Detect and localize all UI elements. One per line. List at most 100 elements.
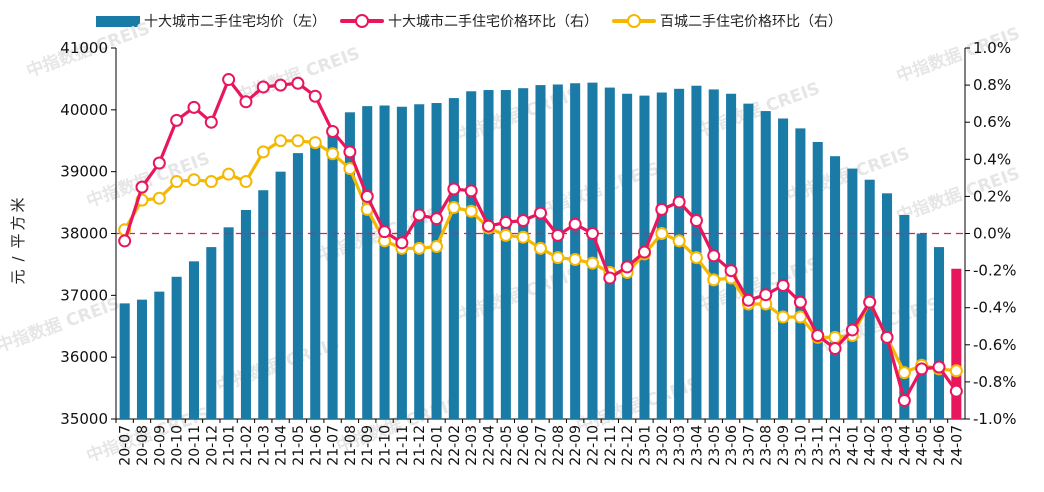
x-tick-label: 24-06 <box>932 425 948 466</box>
bar <box>933 247 945 419</box>
y-left-tick-label: 40000 <box>60 101 108 119</box>
bar <box>899 214 910 419</box>
y-right-tick-label: -0.6% <box>973 336 1017 354</box>
bar <box>362 106 373 419</box>
x-tick-label: 21-12 <box>412 425 428 466</box>
bar <box>622 93 633 420</box>
x-tick-label: 21-06 <box>308 425 324 466</box>
ten-city-point <box>447 182 461 196</box>
x-tick-label: 23-10 <box>793 425 809 466</box>
hundred-city-point <box>516 230 530 244</box>
hundred-city-point <box>412 241 426 255</box>
bar <box>188 261 199 419</box>
hundred-city-point <box>655 227 669 240</box>
hundred-city-point <box>776 310 790 324</box>
x-tick-label: 23-07 <box>741 425 757 466</box>
bar <box>760 111 771 419</box>
bar <box>292 153 303 419</box>
ten-city-point <box>793 295 807 309</box>
bar <box>674 88 685 419</box>
ten-city-point <box>135 180 149 194</box>
y-right-tick-label: 0.4% <box>973 150 1011 168</box>
bar <box>448 98 459 420</box>
bar <box>275 171 286 419</box>
hundred-city-point <box>949 364 963 378</box>
ten-city-point <box>256 80 270 94</box>
legend-swatch-bar <box>96 15 140 27</box>
x-tick-label: 21-05 <box>291 425 307 466</box>
bar <box>587 82 598 420</box>
legend-item-hundred-city: 百城二手住宅价格环比（右） <box>612 11 842 31</box>
hundred-city-point <box>447 201 461 215</box>
ten-city-point <box>326 124 340 138</box>
x-tick-label: 20-10 <box>170 425 186 466</box>
y-left-tick-label: 36000 <box>60 348 108 366</box>
y-right-tick-label: 0.6% <box>973 113 1011 131</box>
bar <box>656 92 667 420</box>
ten-city-point <box>741 293 755 307</box>
y-right-tick-label: 1.0% <box>973 39 1011 57</box>
ten-city-point <box>239 95 253 109</box>
ten-city-point <box>724 264 738 278</box>
bar <box>795 128 806 419</box>
x-tick-label: 22-12 <box>620 425 636 466</box>
x-tick-label: 23-05 <box>707 425 723 466</box>
hundred-city-point <box>568 252 582 266</box>
bar <box>743 103 754 420</box>
hundred-city-point <box>672 234 686 248</box>
x-tick-label: 20-11 <box>187 425 203 466</box>
y-right-tick-label: 0.0% <box>973 225 1011 243</box>
x-tick-label: 24-02 <box>863 425 879 466</box>
bar <box>154 291 165 419</box>
x-tick-label: 23-08 <box>759 425 775 466</box>
x-tick-label: 22-01 <box>430 425 446 466</box>
hundred-city-point <box>897 366 911 380</box>
x-tick-label: 23-02 <box>655 425 671 466</box>
x-tick-label: 24-05 <box>915 425 931 466</box>
x-tick-label: 23-03 <box>672 425 688 466</box>
hundred-city-point <box>464 204 478 218</box>
bar <box>882 193 893 419</box>
hundred-city-point <box>239 175 253 189</box>
x-tick-label: 22-07 <box>534 425 550 466</box>
ten-city-point <box>880 330 894 344</box>
bar <box>916 233 927 419</box>
y-right-tick-label: 0.8% <box>973 76 1011 94</box>
chart-legend: 十大城市二手住宅均价（左） 十大城市二手住宅价格环比（右） 百城二手住宅价格环比… <box>96 10 856 32</box>
bar <box>500 90 511 420</box>
bar <box>119 303 130 419</box>
x-tick-label: 24-01 <box>845 425 861 466</box>
hundred-city-point <box>152 191 166 205</box>
ten-city-point <box>551 228 565 242</box>
hundred-city-point <box>222 167 236 181</box>
ten-city-point <box>845 323 859 337</box>
ten-city-point <box>811 329 825 343</box>
bar <box>344 112 355 419</box>
hundred-city-point <box>828 330 842 344</box>
bar <box>240 210 251 419</box>
x-tick-label: 20-07 <box>118 425 134 466</box>
bar <box>726 93 737 420</box>
hundred-city-point <box>274 134 288 148</box>
bar <box>258 190 269 419</box>
legend-label-hundred-city: 百城二手住宅价格环比（右） <box>660 14 842 30</box>
x-tick-label: 20-09 <box>152 425 168 466</box>
hundred-city-point <box>187 173 201 187</box>
x-tick-label: 21-04 <box>274 425 290 466</box>
ten-city-point <box>378 225 392 239</box>
bar <box>812 141 823 419</box>
bar <box>483 90 494 420</box>
x-tick-label: 21-03 <box>256 425 272 466</box>
ten-city-point <box>603 271 617 285</box>
y-left-tick-label: 35000 <box>60 410 108 428</box>
ten-city-point <box>915 362 929 376</box>
ten-city-point <box>291 76 305 90</box>
bar <box>223 227 234 419</box>
ten-city-point <box>464 184 478 198</box>
x-tick-label: 23-06 <box>724 425 740 466</box>
ten-city-point <box>863 295 877 309</box>
x-tick-label: 22-11 <box>603 425 619 466</box>
bar <box>396 106 407 419</box>
x-tick-label: 22-05 <box>499 425 515 466</box>
ten-city-point <box>482 219 496 233</box>
